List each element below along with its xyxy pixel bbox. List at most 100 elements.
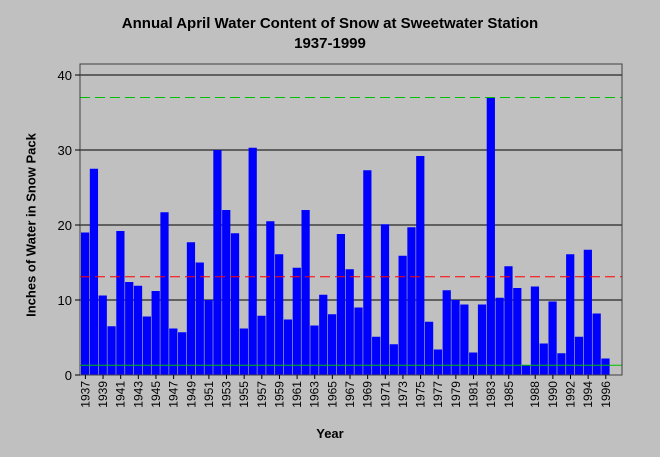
- x-axis-label: Year: [316, 426, 344, 441]
- x-axis-ticks: 1937 1939 1941 1943 1945 1947 1949 1951 1953 1955…: [78, 375, 613, 408]
- x-tick-label: 1937: [78, 381, 92, 408]
- bar: [310, 325, 319, 375]
- bar: [460, 304, 469, 375]
- bar: [222, 210, 231, 375]
- x-tick-label: 1971: [378, 381, 392, 408]
- bar: [125, 282, 134, 375]
- bar: [389, 344, 398, 375]
- x-tick-label: 1961: [290, 381, 304, 408]
- x-tick-label: 1983: [484, 381, 498, 408]
- bar: [186, 242, 196, 375]
- bar: [151, 291, 160, 375]
- bar: [230, 233, 240, 375]
- bar: [345, 269, 354, 375]
- bar: [513, 288, 522, 375]
- bar: [433, 349, 443, 375]
- x-tick-label: 1939: [96, 381, 110, 408]
- bar: [504, 266, 513, 375]
- bar: [363, 170, 372, 375]
- bar: [266, 221, 275, 375]
- bar: [354, 307, 363, 375]
- bar: [495, 297, 504, 375]
- bar: [583, 249, 592, 375]
- bar: [319, 294, 328, 375]
- x-tick-label: 1951: [202, 381, 216, 408]
- bar: [336, 234, 345, 375]
- bar: [442, 290, 451, 375]
- x-tick-label: 1955: [237, 381, 251, 408]
- bar: [592, 313, 601, 375]
- chart-title: Annual April Water Content of Snow at Sw…: [121, 15, 539, 32]
- x-tick-label: 1957: [255, 381, 269, 408]
- bar: [116, 231, 125, 375]
- y-tick-label: 30: [58, 143, 72, 158]
- x-tick-label: 1973: [396, 381, 410, 408]
- bar: [486, 97, 495, 375]
- bar: [213, 150, 222, 375]
- bar: [195, 262, 204, 375]
- bar: [407, 227, 416, 375]
- bar: [566, 254, 575, 375]
- y-axis-ticks: 0 10 20 30 40: [58, 68, 80, 383]
- plot-frame: [79, 63, 623, 376]
- bar: [204, 300, 213, 375]
- bar: [133, 285, 143, 375]
- bar: [574, 336, 584, 375]
- bar: [372, 336, 381, 375]
- bar: [398, 255, 407, 375]
- x-tick-label: 1947: [167, 381, 181, 408]
- chart-subtitle: 1937-1999: [294, 35, 366, 52]
- x-tick-label: 1963: [308, 381, 322, 408]
- bar: [424, 321, 434, 375]
- bar: [107, 326, 116, 375]
- x-tick-label: 1977: [431, 381, 445, 408]
- x-tick-label: 1979: [449, 381, 463, 408]
- x-tick-label: 1981: [466, 381, 480, 408]
- x-tick-label: 1943: [131, 381, 145, 408]
- bar: [327, 314, 337, 375]
- bar: [160, 212, 169, 375]
- y-tick-label: 10: [58, 293, 72, 308]
- bar: [98, 295, 107, 375]
- bar: [469, 352, 478, 375]
- x-tick-label: 1985: [502, 381, 516, 408]
- bar: [81, 232, 90, 375]
- reference-lines: [80, 97, 622, 366]
- bars: [81, 97, 610, 375]
- bar: [239, 328, 248, 375]
- bar: [142, 316, 151, 375]
- bar: [601, 358, 610, 375]
- y-tick-label: 40: [58, 68, 72, 83]
- x-tick-label: 1965: [325, 381, 339, 408]
- x-tick-label: 1996: [599, 381, 613, 408]
- bar: [548, 301, 557, 375]
- x-tick-label: 1959: [272, 381, 286, 408]
- x-tick-label: 1994: [581, 381, 595, 408]
- bar: [292, 267, 301, 375]
- x-tick-label: 1975: [414, 381, 428, 408]
- x-tick-label: 1949: [184, 381, 198, 408]
- bar: [416, 156, 425, 375]
- x-tick-label: 1953: [220, 381, 234, 408]
- x-tick-label: 1990: [546, 381, 560, 408]
- x-tick-label: 1967: [343, 381, 357, 408]
- bar: [522, 365, 531, 375]
- bar: [169, 328, 178, 375]
- bar: [451, 300, 460, 375]
- bar: [557, 353, 566, 375]
- bar: [301, 210, 310, 375]
- x-tick-label: 1992: [564, 381, 578, 408]
- y-tick-label: 0: [65, 368, 72, 383]
- bar: [248, 147, 257, 375]
- x-tick-label: 1969: [361, 381, 375, 408]
- x-tick-label: 1941: [114, 381, 128, 408]
- bar: [257, 315, 266, 375]
- bar: [89, 168, 99, 375]
- bar: [380, 224, 390, 375]
- bar: [477, 304, 487, 375]
- x-tick-label: 1945: [149, 381, 163, 408]
- y-tick-label: 20: [58, 218, 72, 233]
- bar: [275, 254, 284, 375]
- bar: [539, 343, 548, 375]
